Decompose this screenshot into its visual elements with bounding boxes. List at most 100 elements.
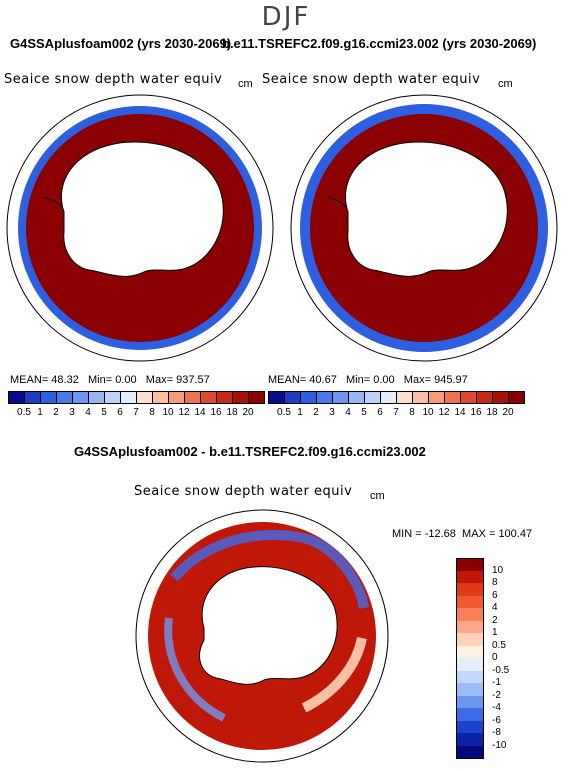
colorbar-swatch — [316, 391, 333, 404]
colorbar-tick-label: 18 — [486, 407, 498, 418]
colorbar-tick-label: 8 — [409, 407, 415, 418]
colorbar-swatch — [200, 391, 217, 404]
colorbar-swatch — [456, 708, 484, 722]
diff-title: G4SSAplusfoam002 - b.e11.TSREFC2.f09.g16… — [74, 444, 426, 459]
colorbar-tick-label: 20 — [502, 407, 514, 418]
diff-map — [135, 509, 389, 763]
colorbar-swatch — [456, 695, 484, 709]
near-zero-band — [301, 636, 367, 713]
colorbar-swatch — [8, 391, 25, 404]
colorbar-swatch — [88, 391, 105, 404]
colorbar-swatch — [284, 391, 301, 404]
colorbar-swatch — [456, 620, 484, 634]
peninsula-coast — [43, 196, 65, 213]
colorbar-tick-label: 0 — [492, 652, 498, 663]
colorbar-swatch — [248, 391, 265, 404]
colorbar-tick-label: 3 — [329, 407, 335, 418]
diff-variable: Seaice snow depth water equiv — [134, 484, 353, 499]
panel1-mean: 48.32 — [51, 374, 79, 386]
colorbar-tick-label: 6 — [117, 407, 123, 418]
panel1-unit: cm — [238, 78, 253, 90]
colorbar-tick-label: 7 — [393, 407, 399, 418]
colorbar-swatch — [456, 658, 484, 672]
colorbar-swatch — [184, 391, 201, 404]
panel2-min: 0.00 — [373, 374, 395, 386]
colorbar-tick-label: 0.5 — [492, 639, 506, 651]
colorbar-tick-label: 16 — [210, 407, 222, 418]
colorbar-swatch — [412, 391, 429, 404]
colorbar-swatch — [428, 391, 445, 404]
colorbar-swatch — [492, 391, 509, 404]
panel2-map — [290, 94, 558, 362]
negative-band — [170, 530, 369, 610]
colorbar-swatch — [380, 391, 397, 404]
panel1-map — [6, 94, 274, 362]
colorbar-tick-label: 14 — [194, 407, 206, 418]
colorbar-swatch — [56, 391, 73, 404]
colorbar-tick-label: 7 — [133, 407, 139, 418]
colorbar-swatch — [508, 391, 525, 404]
colorbar-swatch — [456, 583, 484, 597]
colorbar-swatch — [216, 391, 233, 404]
colorbar-tick-label: 10 — [422, 407, 434, 418]
diff-colorbar: 10 8 6 4 2 1 0.5 0 -0.5 -1 -2 -4 -6 -8 -10 — [456, 558, 536, 766]
colorbar-tick-label: -6 — [492, 714, 501, 726]
diff-max: 100.47 — [498, 528, 533, 540]
colorbar-tick-label: 8 — [149, 407, 155, 418]
colorbar-swatch — [456, 645, 484, 659]
diff-minmax: MIN = -12.68 MAX = 100.47 — [392, 528, 533, 540]
colorbar-swatch — [168, 391, 185, 404]
colorbar-tick-label: 3 — [69, 407, 75, 418]
colorbar-swatch — [72, 391, 89, 404]
panel2-title: b.e11.TSREFC2.f09.g16.ccmi23.002 (yrs 20… — [222, 36, 537, 51]
diff-min: -12.68 — [424, 528, 456, 540]
colorbar-swatch — [456, 720, 484, 734]
panel1-stats: MEAN= 48.32 Min= 0.00 Max= 937.57 — [10, 374, 210, 386]
colorbar-tick-label: 1 — [37, 407, 43, 418]
colorbar-tick-label: -1 — [492, 677, 501, 688]
colorbar-tick-label: 16 — [470, 407, 482, 418]
colorbar-tick-label: 10 — [492, 564, 504, 576]
colorbar-swatch — [476, 391, 493, 404]
panel2-mean: 40.67 — [309, 374, 337, 386]
colorbar-swatch — [456, 558, 484, 572]
colorbar-swatch — [456, 633, 484, 647]
colorbar-swatch — [364, 391, 381, 404]
colorbar-swatch — [136, 391, 153, 404]
panel2-stats: MEAN= 40.67 Min= 0.00 Max= 945.97 — [268, 374, 468, 386]
colorbar-swatch — [232, 391, 249, 404]
colorbar-swatch — [300, 391, 317, 404]
colorbar-tick-label: 8 — [492, 577, 498, 588]
antarctica-land — [199, 566, 338, 685]
colorbar-tick-label: 5 — [101, 407, 107, 418]
panel2-unit: cm — [498, 78, 513, 90]
colorbar-swatch — [456, 733, 484, 747]
colorbar-tick-label: 14 — [454, 407, 466, 418]
peninsula-coast — [327, 196, 349, 213]
panel1-min: 0.00 — [115, 374, 137, 386]
colorbar-tick-label: 0.5 — [17, 407, 31, 418]
colorbar-tick-label: 1 — [297, 407, 303, 418]
colorbar-swatch — [332, 391, 349, 404]
colorbar-swatch — [120, 391, 137, 404]
colorbar-swatch — [456, 670, 484, 684]
colorbar-swatch — [456, 595, 484, 609]
colorbar-tick-label: 6 — [492, 589, 498, 601]
diff-unit: cm — [370, 490, 385, 502]
colorbar-swatch — [456, 683, 484, 697]
colorbar-swatch — [268, 391, 285, 404]
colorbar-tick-label: 2 — [492, 614, 498, 626]
colorbar-swatch — [40, 391, 57, 404]
colorbar-tick-label: 5 — [361, 407, 367, 418]
colorbar-tick-label: -0.5 — [492, 664, 510, 676]
panel1-title: G4SSAplusfoam002 (yrs 2030-2069) — [10, 36, 232, 51]
colorbar-tick-label: 18 — [226, 407, 238, 418]
season-title: DJF — [261, 2, 311, 32]
colorbar-tick-label: 2 — [313, 407, 319, 418]
antarctica-land — [344, 141, 508, 277]
panel1-variable: Seaice snow depth water equiv — [4, 72, 223, 87]
panel2-colorbar: 0.5 1 2 3 4 5 6 7 8 10 12 14 16 18 20 — [268, 391, 525, 421]
colorbar-swatch — [456, 570, 484, 584]
colorbar-swatch — [456, 608, 484, 622]
colorbar-swatch — [444, 391, 461, 404]
